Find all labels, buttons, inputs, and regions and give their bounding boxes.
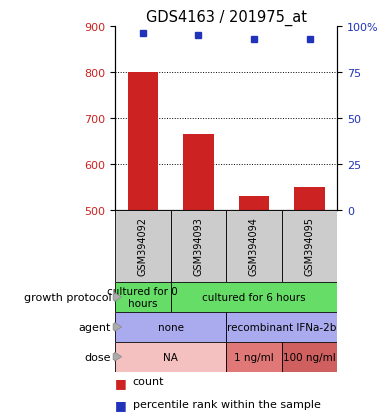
Bar [226,312,337,342]
Bar [282,342,337,372]
Text: GSM394094: GSM394094 [249,217,259,276]
Text: growth protocol: growth protocol [23,292,111,302]
Text: 100 ng/ml: 100 ng/ml [283,352,336,362]
Bar [115,282,171,312]
Bar [171,210,226,282]
Bar [171,282,337,312]
Bar [115,312,226,342]
Text: ■: ■ [115,376,127,389]
Text: GSM394093: GSM394093 [193,217,204,276]
Text: ■: ■ [115,399,127,411]
Text: agent: agent [79,322,111,332]
Text: NA: NA [163,352,178,362]
Bar [294,188,325,210]
Text: percentile rank within the sample: percentile rank within the sample [133,399,321,408]
Text: count: count [133,376,164,386]
Text: cultured for 6 hours: cultured for 6 hours [202,292,306,302]
Text: 1 ng/ml: 1 ng/ml [234,352,274,362]
Bar [226,342,282,372]
Text: dose: dose [85,352,111,362]
Text: none: none [158,322,184,332]
Text: GSM394092: GSM394092 [138,217,148,276]
Bar [115,210,171,282]
Text: GSM394095: GSM394095 [305,217,315,276]
Bar [282,210,337,282]
Text: cultured for 0
hours: cultured for 0 hours [108,287,178,308]
Bar [239,197,269,210]
Bar [115,342,226,372]
Bar [226,210,282,282]
Bar [128,73,158,210]
Title: GDS4163 / 201975_at: GDS4163 / 201975_at [146,9,307,26]
Text: recombinant IFNa-2b: recombinant IFNa-2b [227,322,337,332]
Bar [183,135,214,210]
